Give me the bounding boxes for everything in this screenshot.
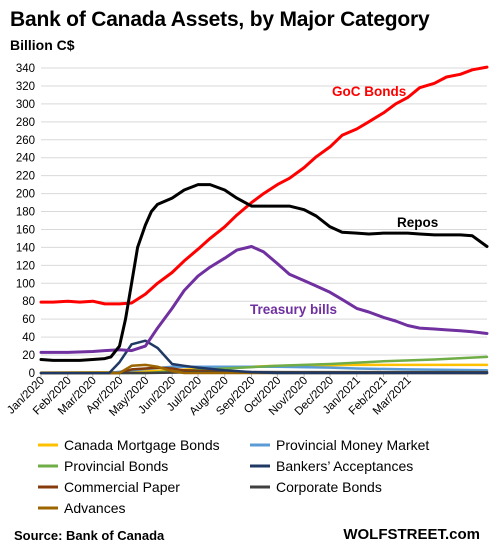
series-label-goc-bonds: GoC Bonds bbox=[332, 84, 406, 99]
y-tick-label-200: 200 bbox=[16, 189, 35, 201]
y-tick-label-120: 120 bbox=[16, 260, 35, 272]
source-note: Source: Bank of Canada bbox=[14, 528, 165, 543]
y-tick-label-60: 60 bbox=[22, 314, 35, 326]
y-tick-label-300: 300 bbox=[16, 99, 35, 111]
y-tick-label-40: 40 bbox=[22, 332, 35, 344]
y-tick-label-80: 80 bbox=[22, 296, 35, 308]
legend-label-advances: Advances bbox=[64, 500, 125, 516]
chart-title: Bank of Canada Assets, by Major Category bbox=[10, 8, 430, 31]
legend-label-corporate-bonds: Corporate Bonds bbox=[276, 479, 382, 495]
y-tick-label-260: 260 bbox=[16, 135, 35, 147]
legend-label-provincial-bonds: Provincial Bonds bbox=[64, 458, 168, 474]
brand-watermark: WOLFSTREET.com bbox=[343, 526, 480, 543]
series-lines bbox=[39, 65, 489, 375]
legend: Canada Mortgage Bonds Provincial Money Ma… bbox=[38, 437, 429, 516]
y-tick-label-20: 20 bbox=[22, 350, 35, 362]
series-line-repos bbox=[39, 183, 489, 362]
legend-label-commercial-paper: Commercial Paper bbox=[64, 479, 180, 495]
y-tick-label-340: 340 bbox=[16, 63, 35, 75]
legend-label-bankers-acceptances: Bankers’ Acceptances bbox=[276, 458, 413, 474]
legend-label-provincial-money-market: Provincial Money Market bbox=[276, 437, 429, 453]
y-tick-label-280: 280 bbox=[16, 117, 35, 129]
series-label-repos: Repos bbox=[397, 215, 438, 230]
y-tick-label-320: 320 bbox=[16, 81, 35, 93]
y-axis-unit-label: Billion C$ bbox=[10, 37, 75, 53]
y-tick-label-0: 0 bbox=[29, 368, 35, 380]
series-line-goc-bonds bbox=[39, 65, 489, 306]
series-line-bankers-acceptances bbox=[39, 339, 489, 375]
y-tick-label-160: 160 bbox=[16, 224, 35, 236]
y-tick-label-220: 220 bbox=[16, 171, 35, 183]
y-axis-ticks: 0 20 40 60 80 100 120 140 160 180 200 220 240 260 280 3… bbox=[16, 63, 35, 380]
series-line-treasury-bills bbox=[39, 245, 489, 354]
series-line-advances bbox=[39, 363, 489, 375]
series-label-treasury-bills: Treasury bills bbox=[250, 302, 337, 317]
y-tick-label-240: 240 bbox=[16, 153, 35, 165]
legend-label-canada-mortgage-bonds: Canada Mortgage Bonds bbox=[64, 437, 220, 453]
x-axis-ticks: Jan/2020Feb/2020Mar/2020Apr/2020May/2020… bbox=[5, 373, 414, 419]
y-tick-label-140: 140 bbox=[16, 242, 35, 254]
series-annotations: GoC Bonds Repos Treasury bills bbox=[250, 84, 438, 317]
y-tick-label-100: 100 bbox=[16, 278, 35, 290]
y-tick-label-180: 180 bbox=[16, 207, 35, 219]
